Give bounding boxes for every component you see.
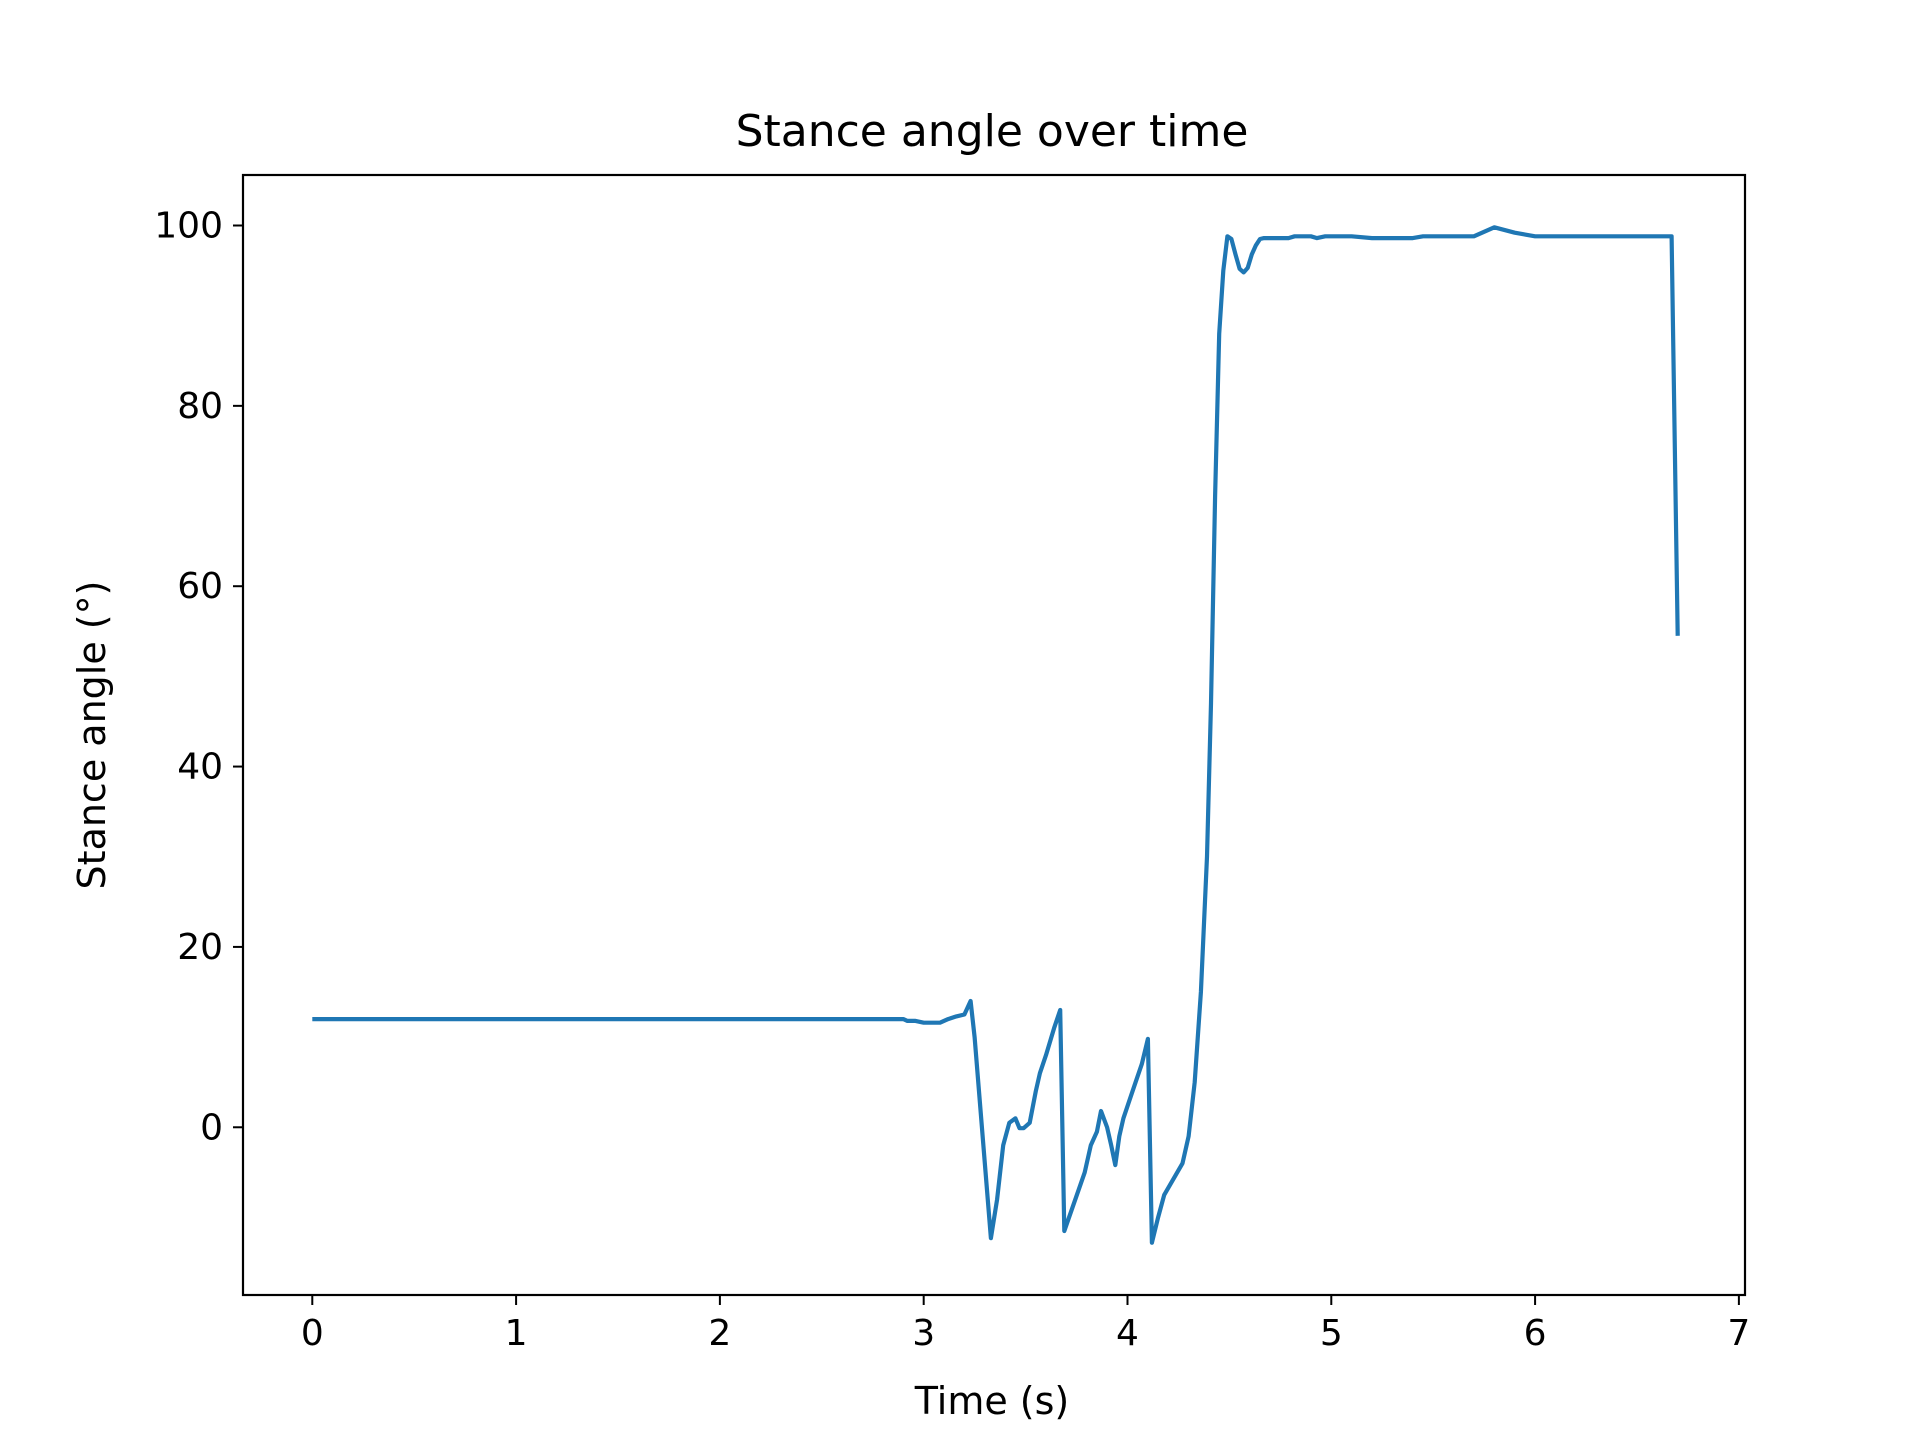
y-tick-label: 20 — [177, 927, 223, 968]
x-tick-label: 0 — [301, 1313, 324, 1354]
plot-area — [241, 173, 1747, 1297]
x-tick-label: 7 — [1727, 1313, 1750, 1354]
plot-frame — [241, 173, 1747, 1297]
y-tick-label: 100 — [154, 205, 223, 246]
x-tick-label: 5 — [1320, 1313, 1343, 1354]
x-tick-label: 2 — [708, 1313, 731, 1354]
x-tick-label: 4 — [1116, 1313, 1139, 1354]
y-tick-label: 80 — [177, 386, 223, 427]
y-axis: 0 20 40 60 80 100 — [154, 205, 243, 1148]
y-tick-label: 60 — [177, 566, 223, 607]
x-axis-label: Time (s) — [914, 1379, 1070, 1423]
x-tick-label: 6 — [1524, 1313, 1547, 1354]
series-line — [312, 225, 1680, 1245]
y-tick-label: 0 — [200, 1107, 223, 1148]
y-axis-label: Stance angle (°) — [70, 581, 114, 890]
chart-title: Stance angle over time — [736, 106, 1249, 157]
x-axis: 0 1 2 3 4 5 6 7 — [301, 1295, 1750, 1354]
x-tick-label: 1 — [505, 1313, 528, 1354]
y-tick-label: 40 — [177, 747, 223, 788]
x-tick-label: 3 — [912, 1313, 935, 1354]
